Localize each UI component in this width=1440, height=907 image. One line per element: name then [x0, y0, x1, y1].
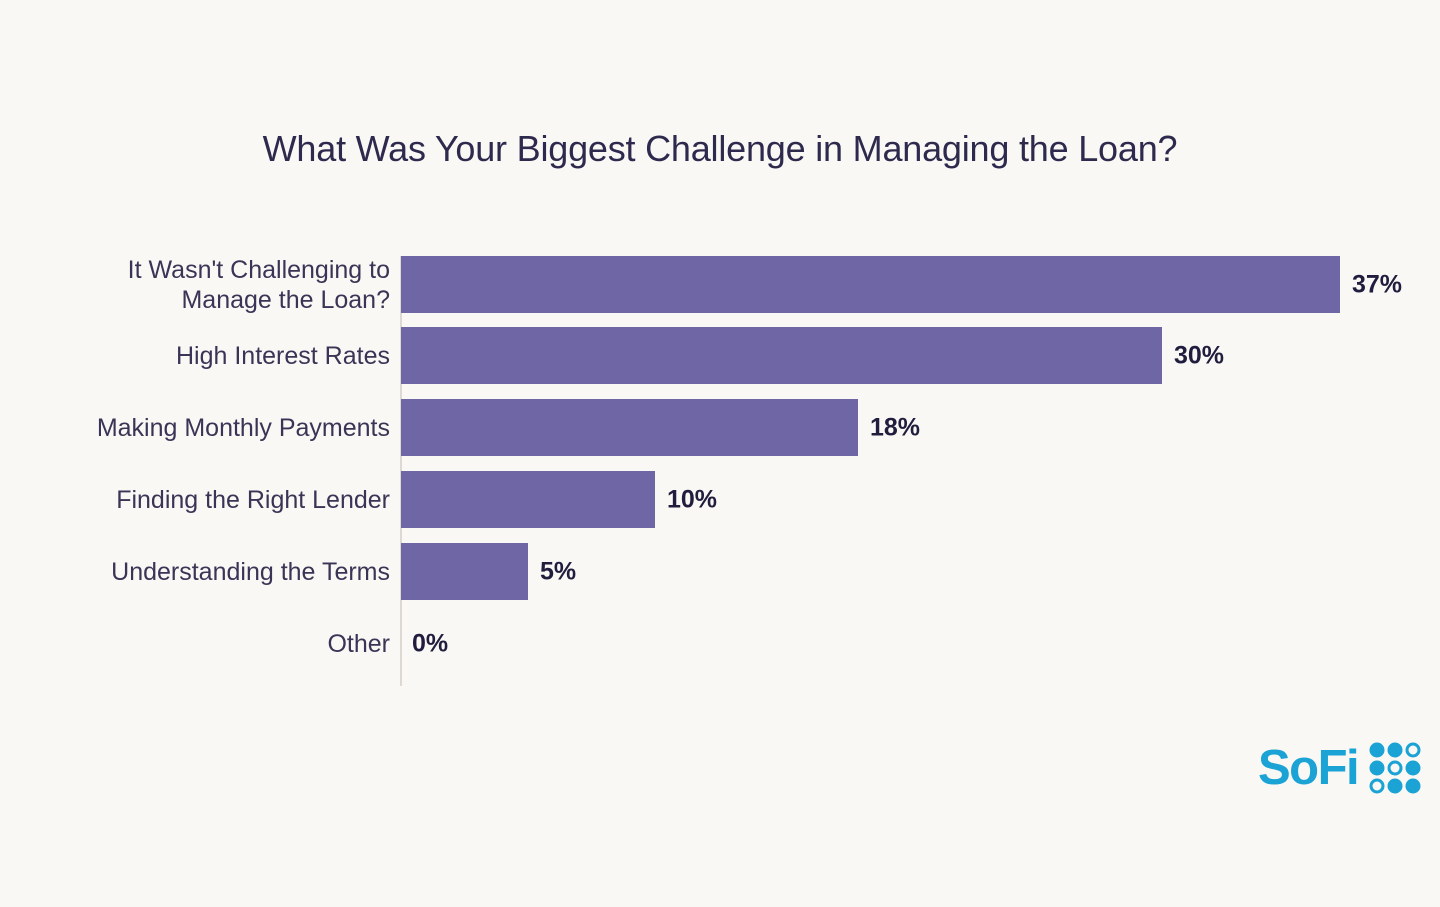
- category-label: Understanding the Terms: [111, 557, 390, 586]
- bar-row: Understanding the Terms 5%: [0, 543, 1440, 600]
- bar: [401, 327, 1162, 384]
- bar: [401, 399, 858, 456]
- category-label: Finding the Right Lender: [116, 485, 390, 514]
- bar-value-label: 37%: [1352, 270, 1403, 298]
- chart-title: What Was Your Biggest Challenge in Manag…: [262, 128, 1178, 169]
- bar-value-label: 0%: [412, 629, 449, 657]
- bar-row: It Wasn't Challenging to Manage the Loan…: [0, 255, 1440, 314]
- bar-row: High Interest Rates 30%: [0, 327, 1440, 384]
- sofi-logo: SoFi: [1258, 740, 1422, 796]
- category-label: Making Monthly Payments: [96, 413, 390, 442]
- bar-value-label: 5%: [540, 557, 577, 585]
- bar-row: Finding the Right Lender 10%: [0, 471, 1440, 528]
- category-label: High Interest Rates: [176, 341, 390, 370]
- bar: [401, 471, 655, 528]
- bar-row: Other 0%: [0, 615, 1440, 672]
- bar-row: Making Monthly Payments 18%: [0, 399, 1440, 456]
- bar: [401, 543, 528, 600]
- sofi-wordmark: SoFi: [1258, 740, 1360, 795]
- category-label: Other: [327, 629, 390, 658]
- bar-value-label: 30%: [1174, 341, 1225, 369]
- plot-area: It Wasn't Challenging to Manage the Loan…: [0, 250, 1440, 690]
- category-label: It Wasn't Challenging to Manage the Loan…: [127, 255, 390, 314]
- bar-value-label: 18%: [870, 413, 921, 441]
- bar-value-label: 10%: [667, 485, 718, 513]
- sofi-dot-grid-icon: [1369, 742, 1421, 794]
- bar: [401, 256, 1340, 313]
